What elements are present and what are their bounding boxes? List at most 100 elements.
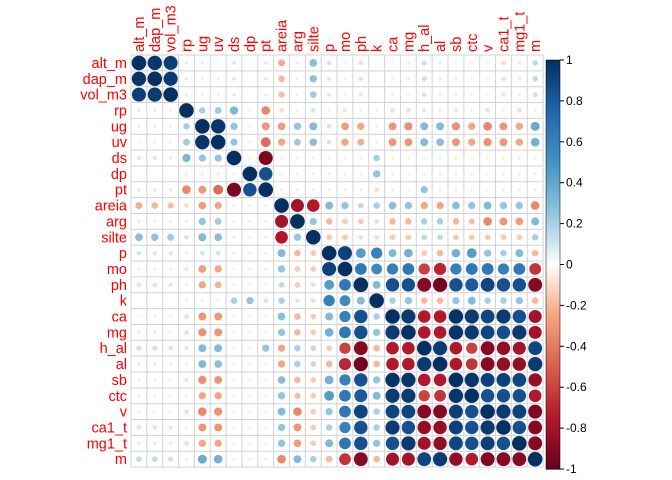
- colorbar-segment: [546, 434, 560, 437]
- corr-circle-areia-vol_m3: [167, 202, 174, 209]
- corr-circle-ctc-pt: [264, 394, 268, 398]
- corr-circle-ug-dp: [248, 124, 252, 128]
- corr-circle-dp-p: [327, 172, 331, 176]
- colorbar-segment: [546, 270, 560, 274]
- colorbar-tick-label: 0.6: [566, 135, 583, 149]
- corr-circle-areia-al: [436, 201, 444, 210]
- corr-circle-dp-m: [533, 172, 537, 176]
- corr-circle-areia-ds: [232, 203, 236, 208]
- corr-circle-h_al-dp: [248, 346, 252, 350]
- colorbar-segment: [546, 123, 560, 127]
- corr-circle-mg1_t-h_al: [417, 436, 431, 450]
- corr-circle-m-ca: [386, 452, 400, 466]
- corr-circle-uv-al: [436, 138, 444, 147]
- colorbar-segment: [546, 227, 560, 231]
- corr-circle-areia-ca1_t: [499, 201, 508, 210]
- corr-circle-uv-v: [483, 138, 492, 147]
- corr-circle-mg-ca1_t: [496, 325, 511, 340]
- corr-circle-arg-k: [374, 219, 379, 224]
- corr-circle-rp-ug: [199, 107, 206, 114]
- corr-circle-ca1_t-ca1_t: [496, 420, 511, 435]
- corr-circle-pt-mo: [343, 188, 347, 192]
- corr-circle-ds-ds: [226, 150, 242, 166]
- colorbar-segment: [546, 323, 560, 327]
- corr-circle-ph-mo: [339, 278, 351, 291]
- corr-circle-m-al: [432, 452, 448, 467]
- corr-circle-mo-vol_m3: [169, 267, 173, 271]
- colorbar-segment: [546, 397, 560, 401]
- corr-circle-ca1_t-m: [528, 420, 543, 435]
- colorbar-segment: [546, 217, 560, 221]
- corr-circle-v-pt: [264, 410, 268, 414]
- colorbar-segment: [546, 358, 560, 362]
- col-label-pt: pt: [259, 40, 275, 52]
- corr-circle-mg-vol_m3: [169, 330, 173, 335]
- corr-circle-h_al-ph: [353, 341, 368, 356]
- corr-circle-h_al-rp: [184, 346, 189, 351]
- corr-circle-arg-vol_m3: [169, 219, 173, 224]
- corr-circle-ug-alt_m: [137, 124, 141, 128]
- corr-circle-silte-h_al: [421, 234, 428, 241]
- corr-circle-ca1_t-sb: [448, 420, 463, 435]
- corr-circle-pt-rp: [182, 185, 191, 195]
- corr-circle-ca-k: [373, 313, 380, 320]
- corr-circle-mg-pt: [264, 330, 268, 335]
- corr-circle-uv-k: [375, 140, 379, 144]
- corr-circle-ug-arg: [293, 122, 302, 130]
- corr-circle-arg-ds: [232, 219, 236, 224]
- corr-circle-dap_m-mg: [406, 76, 411, 81]
- corr-circle-sb-m: [528, 373, 542, 387]
- corr-circle-alt_m-mg1_t: [517, 60, 522, 65]
- colorbar-segment: [546, 178, 560, 182]
- colorbar-segment: [546, 107, 560, 110]
- colorbar-segment: [546, 137, 560, 141]
- corr-circle-ca1_t-pt: [264, 425, 268, 430]
- corr-circle-ug-mg1_t: [515, 122, 523, 130]
- corr-circle-al-pt: [264, 362, 268, 366]
- corr-circle-alt_m-mg: [406, 61, 411, 65]
- corr-circle-arg-dap_m: [153, 219, 157, 224]
- corr-circle-p-silte: [310, 250, 317, 256]
- corr-circle-ph-ph: [353, 277, 369, 293]
- corr-circle-m-mg: [401, 452, 415, 466]
- corr-circle-ctc-mg: [401, 388, 416, 403]
- corr-circle-p-dp: [248, 251, 252, 255]
- colorbar-segment: [546, 442, 560, 446]
- corr-circle-ca1_t-rp: [184, 425, 189, 430]
- corr-circle-ph-rp: [184, 283, 189, 287]
- colorbar-segment: [546, 68, 560, 71]
- corr-circle-ctc-vol_m3: [169, 394, 173, 398]
- corr-circle-k-mo: [339, 295, 351, 307]
- corr-circle-ctc-ctc: [464, 388, 480, 404]
- corr-circle-sb-dap_m: [153, 378, 157, 382]
- row-label-ds: ds: [112, 151, 127, 167]
- corr-circle-mg1_t-ph: [354, 436, 368, 451]
- corr-circle-arg-mo: [342, 218, 348, 225]
- corr-circle-k-mg1_t: [515, 297, 523, 305]
- corr-circle-dap_m-mg1_t: [517, 76, 522, 81]
- corr-circle-dp-ctc: [470, 172, 474, 176]
- corr-circle-areia-alt_m: [135, 202, 143, 210]
- corr-circle-k-m: [531, 297, 539, 304]
- colorbar-segment: [546, 147, 560, 151]
- corr-circle-uv-mo: [341, 138, 349, 146]
- colorbar-segment: [546, 334, 560, 337]
- corr-circle-mg1_t-rp: [184, 441, 189, 446]
- corr-circle-alt_m-k: [375, 61, 378, 64]
- colorbar-segment: [546, 387, 560, 390]
- row-label-mg1_t: mg1_t: [87, 436, 127, 452]
- corr-circle-mg-mg: [401, 325, 416, 340]
- colorbar-segment: [546, 111, 560, 114]
- corr-circle-al-ug: [198, 360, 207, 369]
- corr-circle-ph-ca1_t: [496, 278, 511, 292]
- corr-circle-vol_m3-vol_m3: [163, 87, 178, 102]
- corr-circle-mo-k: [371, 263, 383, 275]
- corr-circle-pt-mg: [406, 188, 411, 192]
- corr-circle-ug-dap_m: [153, 124, 157, 128]
- colorbar-segment: [546, 350, 560, 354]
- corr-circle-ph-m: [528, 277, 543, 292]
- corr-circle-al-arg: [294, 360, 301, 368]
- corr-circle-ctc-p: [324, 390, 335, 401]
- corr-circle-sb-ca: [385, 372, 400, 388]
- corr-circle-mg1_t-al: [433, 436, 447, 451]
